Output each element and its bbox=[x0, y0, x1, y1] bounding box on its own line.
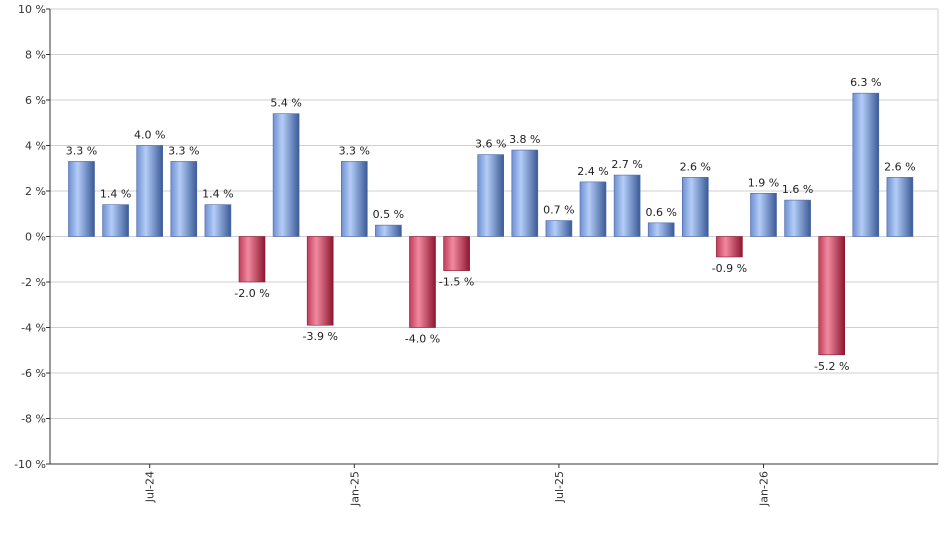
bar bbox=[170, 161, 198, 237]
bar bbox=[716, 236, 743, 258]
y-tick-label: 6 % bbox=[25, 94, 46, 107]
bar bbox=[647, 222, 675, 237]
y-tick-label: -8 % bbox=[21, 413, 46, 426]
bar-value-label: 1.9 % bbox=[748, 176, 779, 189]
bar bbox=[511, 149, 539, 237]
bar bbox=[784, 199, 811, 237]
bar-value-label: -5.2 % bbox=[814, 360, 849, 373]
bar bbox=[375, 224, 402, 237]
y-tick-label: -10 % bbox=[14, 458, 46, 471]
bar bbox=[886, 177, 914, 237]
bar-value-label: 3.6 % bbox=[475, 138, 506, 151]
bar-value-label: -0.9 % bbox=[712, 262, 747, 275]
bar-value-label: -1.5 % bbox=[439, 276, 474, 289]
x-tick-label: Jul-25 bbox=[553, 471, 566, 503]
y-tick-label: -2 % bbox=[21, 276, 46, 289]
bar-value-label: 2.7 % bbox=[611, 158, 642, 171]
bar-value-label: 3.3 % bbox=[168, 144, 199, 157]
bar bbox=[750, 192, 777, 237]
bar-value-label: 3.8 % bbox=[509, 133, 540, 146]
bar-value-label: 0.6 % bbox=[645, 206, 676, 219]
bar-value-label: 3.3 % bbox=[339, 144, 370, 157]
bar bbox=[613, 174, 641, 237]
bar-value-label: 2.6 % bbox=[884, 160, 915, 173]
bar bbox=[68, 161, 95, 237]
bar bbox=[306, 236, 334, 326]
bar-value-labels: 3.3 %1.4 %4.0 %3.3 %1.4 %-2.0 %5.4 %-3.9… bbox=[66, 76, 916, 373]
bar-value-label: 3.3 % bbox=[66, 144, 97, 157]
bar bbox=[102, 204, 129, 237]
bar bbox=[852, 92, 880, 237]
bar-value-label: 0.7 % bbox=[543, 204, 574, 217]
y-tick-label: -6 % bbox=[21, 367, 46, 380]
bar bbox=[340, 161, 368, 237]
bar-value-label: 4.0 % bbox=[134, 129, 165, 142]
y-tick-label: 2 % bbox=[25, 185, 46, 198]
bar bbox=[238, 236, 266, 283]
bar bbox=[818, 236, 846, 356]
bar-value-label: 0.5 % bbox=[373, 208, 404, 221]
y-tick-label: 10 % bbox=[18, 3, 46, 16]
y-tick-label: 4 % bbox=[25, 140, 46, 153]
bar bbox=[272, 113, 300, 237]
bar bbox=[204, 204, 232, 237]
y-tick-label: -4 % bbox=[21, 322, 46, 335]
x-tick-label: Jan-25 bbox=[348, 471, 361, 507]
bar bbox=[545, 220, 573, 237]
bar bbox=[477, 154, 505, 237]
bars bbox=[68, 92, 914, 356]
bar-value-label: -2.0 % bbox=[234, 287, 269, 300]
y-tick-label: 8 % bbox=[25, 49, 46, 62]
bar-value-label: -3.9 % bbox=[302, 330, 337, 343]
y-axis-tick-labels: 10 % 8 % 6 % 4 % 2 % 0 % -2 % -4 % -6 % -8 % -10 % bbox=[14, 3, 46, 471]
bar bbox=[579, 181, 607, 237]
bar-value-label: -4.0 % bbox=[405, 333, 440, 346]
bar bbox=[136, 145, 163, 237]
bar bbox=[681, 177, 709, 237]
bar-value-label: 6.3 % bbox=[850, 76, 881, 89]
bar-value-label: 5.4 % bbox=[270, 97, 301, 110]
bar-value-label: 2.6 % bbox=[680, 160, 711, 173]
bar-value-label: 1.4 % bbox=[202, 188, 233, 201]
bar-value-label: 1.6 % bbox=[782, 183, 813, 196]
bar bbox=[443, 236, 470, 271]
bar bbox=[409, 236, 436, 328]
axes bbox=[46, 8, 938, 468]
x-tick-label: Jul-24 bbox=[144, 471, 157, 503]
bar-value-label: 2.4 % bbox=[577, 165, 608, 178]
x-tick-label: Jan-26 bbox=[758, 471, 771, 507]
bar-value-label: 1.4 % bbox=[100, 188, 131, 201]
y-tick-label: 0 % bbox=[25, 231, 46, 244]
x-axis-tick-labels: Jul-24 Jan-25 Jul-25 Jan-26 bbox=[144, 471, 771, 507]
